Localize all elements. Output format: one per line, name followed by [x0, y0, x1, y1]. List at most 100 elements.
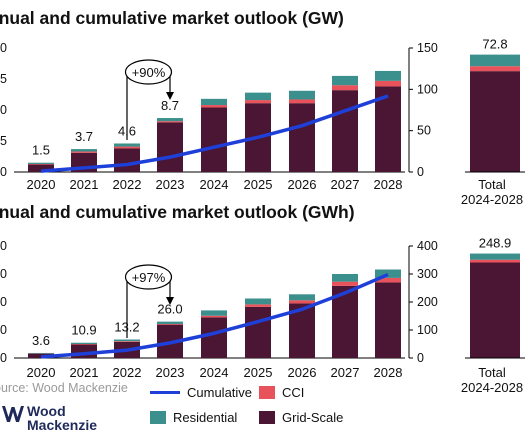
c0-bar-2027-residential — [332, 75, 358, 86]
c0-bar-2024-residential — [201, 98, 227, 106]
c0-total-value-label: 72.8 — [482, 37, 507, 52]
c1-x-tick-label-2025: 2025 — [244, 365, 273, 380]
c0-data-label-2021: 3.7 — [75, 129, 93, 144]
c1-y-tick-label-1: 0 — [0, 323, 7, 337]
c1-bar-2022-residential — [114, 339, 140, 342]
c0-bar-2025-residential — [245, 92, 271, 101]
c1-y-tick-label-3: 0 — [0, 267, 7, 281]
c1-bar-2020-residential — [28, 352, 54, 354]
c0-x-tick-label-2023: 2023 — [156, 177, 185, 192]
c0-bar-2025-cci — [245, 100, 271, 104]
c0-bar-2024-grid-scale — [201, 107, 227, 172]
c1-data-label-2023: 26.0 — [157, 302, 182, 317]
c1-x-tick-label-2027: 2027 — [331, 365, 360, 380]
c0-bar-2026-grid-scale — [289, 103, 315, 172]
c0-bar-2022-residential — [114, 143, 140, 147]
c1-x-tick-label-2021: 2021 — [70, 365, 99, 380]
c0-bar-2023-grid-scale — [157, 122, 183, 172]
c0-bar-2027-cci — [332, 85, 358, 91]
c1-data-label-2021: 10.9 — [71, 323, 96, 338]
c1-bar-2024-residential — [201, 310, 227, 316]
c0-total-bar-cci — [470, 66, 520, 72]
c1-total-bar-residential — [470, 253, 520, 260]
legend-residential-swatch — [150, 411, 166, 424]
c1-data-label-2020: 3.6 — [32, 333, 50, 348]
c1-y-tick-label-4: 0 — [0, 239, 7, 253]
c1-bar-2024-cci — [201, 315, 227, 318]
c0-x-tick-label-2028: 2028 — [374, 177, 403, 192]
c0-x-tick-label-2020: 2020 — [27, 177, 56, 192]
c1-y2-tick-label-3: 300 — [417, 267, 438, 281]
c1-bar-2022-cci — [114, 341, 140, 342]
chart-title-gw: nnual and cumulative market outlook (GW) — [0, 8, 344, 28]
c0-cumulative-line — [40, 94, 389, 173]
c0-y2-tick-label-1: 50 — [417, 124, 431, 138]
c0-annotation-label: +90% — [132, 65, 166, 80]
c0-total-label-line0: Total — [478, 177, 506, 192]
c0-annotation-arrow-head — [166, 92, 174, 100]
c1-total-label-line1: 2024-2028 — [461, 380, 523, 395]
c1-total-label-line0: Total — [478, 365, 506, 380]
c1-bar-2024-grid-scale — [201, 317, 227, 358]
c0-bar-2020-residential — [28, 162, 54, 164]
c1-y2-tick-label-1: 100 — [417, 323, 438, 337]
c0-bar-2026-cci — [289, 99, 315, 104]
c1-x-tick-label-2022: 2022 — [113, 365, 142, 380]
legend-item-cumulative: Cumulative — [150, 385, 252, 400]
c0-x-tick-label-2022: 2022 — [113, 177, 142, 192]
c0-y2-tick-label-0: 0 — [417, 165, 424, 179]
legend-residential-label: Residential — [173, 410, 238, 425]
c0-bar-2024-cci — [201, 105, 227, 108]
c1-x-tick-label-2024: 2024 — [200, 365, 229, 380]
c1-y2-tick-label-4: 400 — [417, 239, 438, 253]
c1-x-tick-label-2028: 2028 — [374, 365, 403, 380]
c1-bar-2021-cci — [71, 344, 97, 345]
c0-data-label-2023: 8.7 — [161, 98, 179, 113]
c0-bar-2026-residential — [289, 90, 315, 100]
chart-title-gwh: nnual and cumulative market outlook (GWh… — [0, 202, 355, 222]
legend-item-grid-scale: Grid-Scale — [259, 410, 343, 425]
c1-total-bar-grid — [470, 262, 520, 358]
legend-grid-scale-swatch — [259, 411, 275, 424]
c0-annotation-bubble — [124, 59, 173, 85]
c0-y-tick-label-3: 5 — [0, 72, 7, 86]
c0-x-tick-label-2025: 2025 — [244, 177, 273, 192]
logo-text-line2: Mackenzie — [27, 417, 98, 433]
c0-bar-2027-grid-scale — [332, 90, 358, 172]
c0-y-tick-label-4: 0 — [0, 41, 7, 55]
c1-total-bar-cci — [470, 259, 520, 263]
c1-x-tick-label-2023: 2023 — [156, 365, 185, 380]
c1-bar-2028-residential — [375, 269, 401, 278]
c0-x-tick-label-2026: 2026 — [288, 177, 317, 192]
c1-y-tick-label-2: 0 — [0, 295, 7, 309]
wood-mackenzie-logo: Wood Mackenzie — [2, 404, 97, 432]
c1-cumulative-line — [40, 272, 389, 359]
c0-bar-2021-residential — [71, 149, 97, 152]
c1-bar-2027-cci — [332, 281, 358, 286]
c1-y2-tick-label-2: 200 — [417, 295, 438, 309]
legend-cci-swatch — [259, 386, 275, 399]
c1-bar-2023-cci — [157, 323, 183, 325]
c0-total-bar-grid — [470, 71, 520, 172]
c0-x-tick-label-2027: 2027 — [331, 177, 360, 192]
c0-bar-2023-residential — [157, 118, 183, 122]
wood-mackenzie-logo-icon — [2, 406, 24, 422]
legend-item-residential: Residential — [150, 410, 237, 425]
c1-annotation-arrow-head — [166, 297, 174, 305]
c1-x-tick-label-2026: 2026 — [288, 365, 317, 380]
c0-bar-2028-cci — [375, 80, 401, 87]
c1-total-value-label: 248.9 — [479, 236, 512, 251]
source-note: ource: Wood Mackenzie — [0, 381, 128, 395]
c1-bar-2025-grid-scale — [245, 306, 271, 358]
c1-bar-2025-cci — [245, 304, 271, 307]
c1-annotation-label: +97% — [132, 270, 166, 285]
c1-x-tick-label-2020: 2020 — [27, 365, 56, 380]
c0-bar-2020-grid-scale — [28, 164, 54, 172]
legend-item-cci: CCI — [259, 385, 304, 400]
legend-cci-label: CCI — [282, 385, 305, 400]
c0-x-tick-label-2024: 2024 — [200, 177, 229, 192]
legend-grid-scale-label: Grid-Scale — [282, 410, 344, 425]
c1-y-tick-label-0: 0 — [0, 351, 7, 365]
c1-bar-2021-residential — [71, 342, 97, 344]
